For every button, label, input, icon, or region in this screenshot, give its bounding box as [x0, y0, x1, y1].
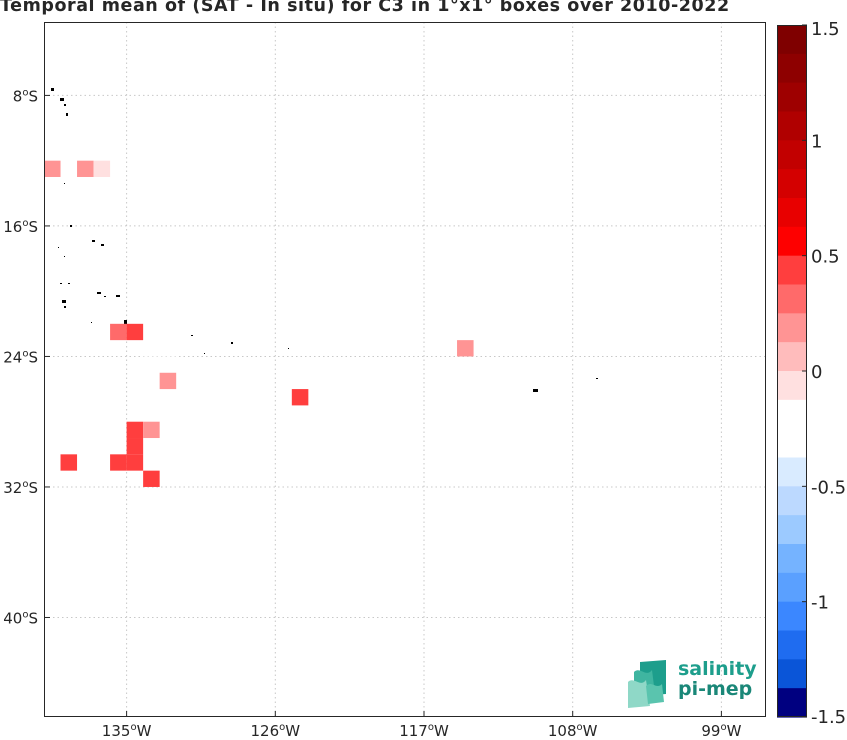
island-speck — [91, 322, 92, 323]
colorbar-segment — [777, 659, 807, 689]
lon-tick-label: 108oW — [548, 722, 598, 740]
graticule-grid — [44, 22, 766, 717]
lon-tick-label: 126oW — [250, 722, 300, 740]
island-speck — [92, 240, 95, 242]
data-cell — [110, 454, 127, 471]
map-plot-area — [44, 22, 766, 717]
colorbar-tick-label: 0.5 — [811, 247, 840, 268]
island-speck — [58, 247, 59, 248]
lat-tick-label: 16oS — [3, 218, 38, 236]
island-speck — [51, 88, 54, 91]
colorbar-segment — [777, 111, 807, 141]
island-speck — [70, 225, 72, 227]
logo-text-pi-mep: pi-mep — [678, 678, 753, 700]
colorbar-tick-label: 1 — [811, 131, 822, 152]
lat-tick-label: 40oS — [3, 609, 38, 627]
colorbar-segment — [777, 82, 807, 113]
data-cell — [126, 323, 144, 341]
colorbar-segment — [777, 25, 807, 55]
colorbar-segment — [777, 284, 807, 314]
data-cell — [44, 160, 61, 177]
colorbar-segment — [777, 544, 807, 574]
data-cells — [44, 160, 474, 487]
island-speck — [66, 113, 68, 116]
data-cell — [126, 421, 144, 439]
map-border — [44, 22, 766, 717]
data-cell — [159, 340, 177, 357]
island-speck — [191, 335, 193, 336]
data-cell — [126, 438, 144, 455]
colorbar-tick-label: -1.5 — [811, 707, 846, 728]
island-speck — [104, 296, 106, 297]
colorbar-segment — [777, 457, 807, 487]
data-cell — [77, 160, 94, 177]
island-speck — [533, 389, 538, 392]
island-speck — [116, 295, 120, 297]
colorbar-tick-label: 0 — [811, 362, 822, 383]
island-speck — [60, 283, 62, 284]
colorbar-segment — [777, 428, 807, 459]
data-cell — [60, 454, 78, 471]
colorbar-segment — [777, 515, 807, 545]
colorbar-tick-label: 1.5 — [811, 19, 840, 40]
island-speck — [68, 283, 70, 284]
colorbar-segment — [777, 226, 807, 257]
data-cell — [126, 454, 144, 471]
lat-tick-label: 32oS — [3, 479, 38, 497]
data-cell — [143, 470, 160, 487]
island-speck — [64, 306, 66, 308]
data-cell — [291, 389, 309, 406]
island-speck — [64, 104, 66, 106]
lon-tick-label: 117oW — [399, 722, 449, 740]
data-cell — [143, 340, 160, 357]
colorbar-tick-label: -0.5 — [811, 477, 846, 498]
island-speck — [62, 300, 66, 303]
island-speck — [124, 320, 127, 324]
island-speck — [101, 244, 104, 246]
colorbar-segment — [777, 198, 807, 228]
colorbar-segment — [777, 601, 807, 632]
lat-tick-label: 24oS — [3, 348, 38, 366]
lat-tick-label: 8oS — [13, 87, 38, 105]
colorbar-segment — [777, 630, 807, 660]
island-speck — [97, 292, 101, 294]
wave-logo-icon — [628, 660, 666, 708]
longitude-ticks: 135oW 126oW 117oW 108oW 99oW — [102, 711, 742, 740]
data-cell — [110, 323, 127, 341]
lon-tick-label: 135oW — [102, 722, 152, 740]
colorbar-segment — [777, 313, 807, 343]
colorbar-segment — [777, 140, 807, 170]
data-cell — [143, 421, 160, 439]
data-cell — [93, 160, 111, 177]
colorbar-segment — [777, 169, 807, 199]
colorbar-segment — [777, 371, 807, 401]
island-speck — [60, 98, 64, 101]
colorbar: 1.5 1 0.5 0 -0.5 -1 -1.5 — [777, 19, 846, 728]
latitude-ticks: 8oS 16oS 24oS 32oS 40oS — [3, 87, 50, 627]
data-cell — [159, 372, 177, 390]
island-speck — [64, 183, 65, 184]
island-speck — [596, 378, 598, 379]
colorbar-segment — [777, 342, 807, 372]
colorbar-segment — [777, 255, 807, 286]
colorbar-segment — [777, 572, 807, 603]
colorbar-segment — [777, 688, 807, 718]
salinity-pi-mep-logo: salinity pi-mep — [626, 658, 757, 708]
lon-tick-label: 99oW — [701, 722, 741, 740]
data-cell — [457, 340, 474, 357]
island-landmasses — [51, 88, 598, 392]
island-speck — [64, 256, 65, 257]
logo-text-salinity: salinity — [678, 658, 757, 680]
island-speck — [288, 348, 289, 349]
colorbar-tick-label: -1 — [811, 593, 829, 614]
figure-title: Temporal mean of (SAT - In situ) for C3 … — [0, 0, 730, 16]
colorbar-segment — [777, 53, 807, 84]
colorbar-segment — [777, 399, 807, 430]
island-speck — [204, 353, 205, 354]
island-speck — [231, 342, 233, 344]
colorbar-segment — [777, 486, 807, 516]
